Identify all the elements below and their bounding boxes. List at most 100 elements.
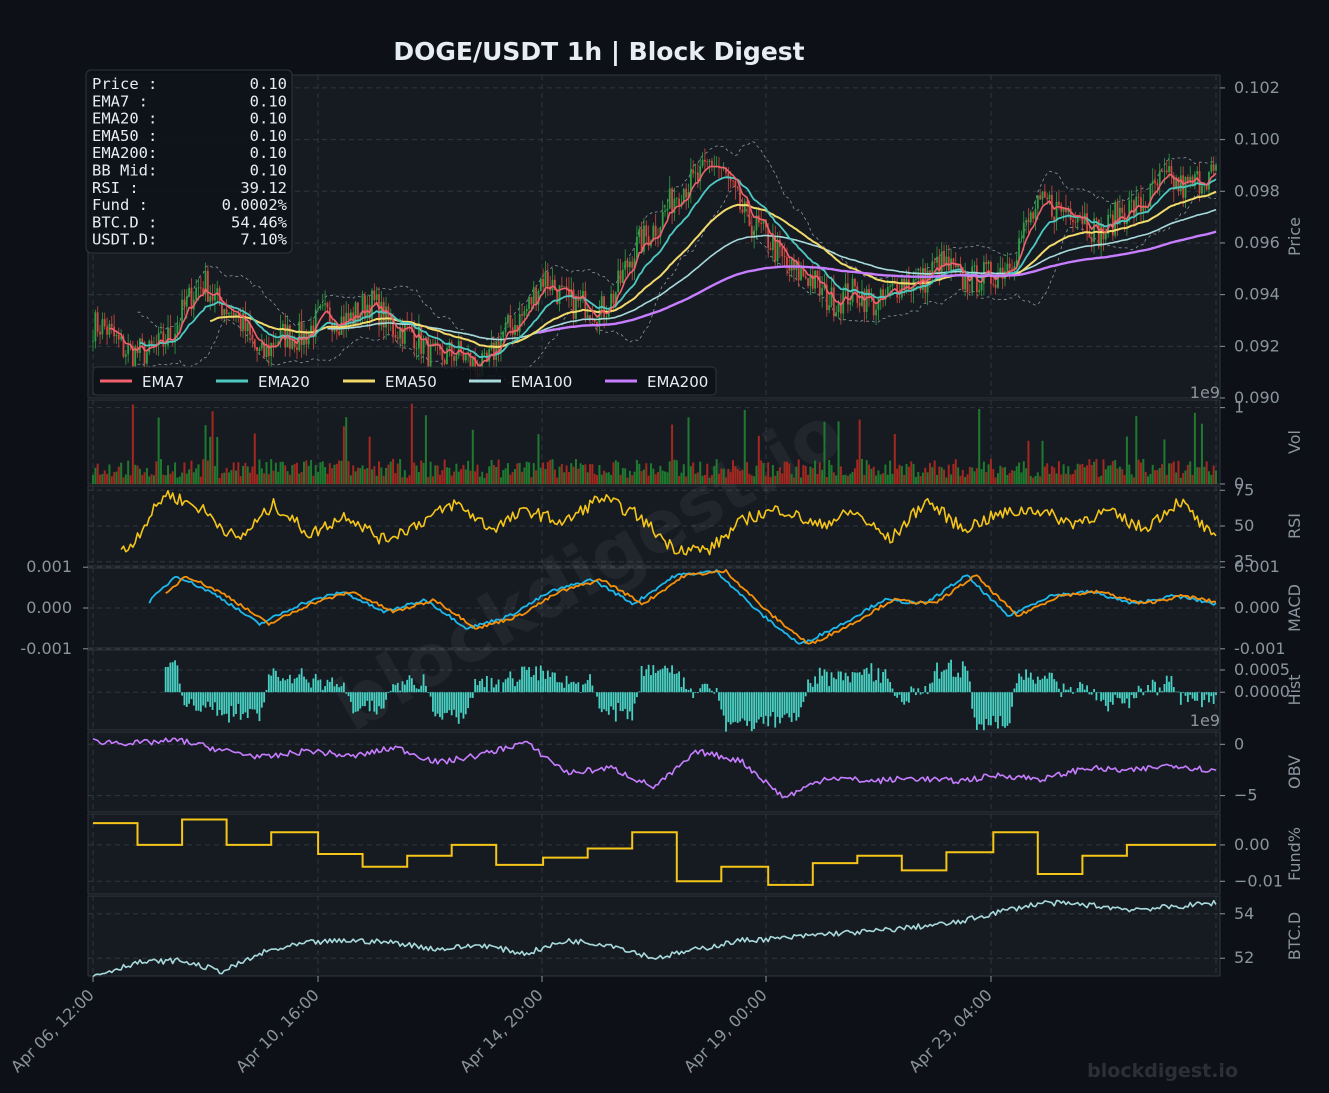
- hist-bar: [903, 692, 906, 705]
- volume-bar: [999, 465, 1002, 484]
- hist-bar: [875, 680, 877, 693]
- candle-body: [973, 265, 976, 267]
- hist-bar: [607, 692, 610, 715]
- volume-bar: [842, 475, 845, 484]
- macd-lines: [148, 569, 1217, 645]
- volume-bar: [314, 464, 317, 484]
- volume-bar: [1203, 466, 1206, 484]
- hist-bar: [835, 679, 838, 693]
- candle-body: [500, 337, 502, 353]
- hist-bar: [1182, 692, 1185, 693]
- candle-body: [378, 294, 380, 326]
- hist-bar: [197, 692, 200, 711]
- candle-body: [626, 260, 629, 268]
- volume-bar: [635, 459, 638, 484]
- candle-body: [936, 256, 938, 263]
- hist-bar: [495, 684, 498, 693]
- hist-bar: [204, 692, 207, 708]
- volume-bar: [518, 462, 521, 484]
- hist-bar: [943, 670, 945, 693]
- volume-bar: [392, 458, 395, 484]
- panel-funding: [87, 813, 1221, 895]
- candle-body: [708, 160, 711, 163]
- hist-bar: [788, 692, 791, 718]
- volume-bar: [298, 473, 301, 484]
- hist-bar: [701, 684, 704, 693]
- candle-body: [621, 269, 624, 284]
- hist-bar: [1215, 692, 1217, 696]
- candle-body: [1179, 175, 1182, 191]
- hist-bar: [1072, 692, 1074, 694]
- hist-bar: [650, 675, 652, 693]
- hist-bar: [556, 682, 559, 693]
- volume-bar: [645, 463, 648, 484]
- volume-bar: [188, 469, 191, 484]
- candle-body: [872, 294, 875, 316]
- hist-bar: [272, 668, 275, 693]
- hist-bar: [324, 686, 327, 693]
- volume-bar: [239, 476, 242, 484]
- volume-bar: [457, 471, 460, 484]
- hist-bar: [225, 692, 228, 714]
- volume-bar: [385, 467, 388, 484]
- candle-body: [1090, 237, 1093, 242]
- candle-body: [692, 169, 695, 174]
- volume-bar: [673, 459, 676, 484]
- volume-bar: [1212, 465, 1215, 484]
- volume-bar: [563, 472, 566, 484]
- hist-bar: [502, 682, 505, 693]
- volume-bar: [668, 461, 671, 484]
- hist-bar: [249, 692, 251, 709]
- volume-bar: [131, 404, 134, 484]
- hist-bar: [333, 686, 336, 693]
- candle-body: [825, 284, 828, 311]
- hist-bar: [537, 680, 540, 693]
- hist-bar: [973, 692, 976, 718]
- volume-bar: [406, 477, 409, 484]
- volume-bar: [706, 463, 709, 484]
- hist-bar: [331, 677, 334, 693]
- volume-bar: [1011, 469, 1014, 484]
- volume-bar: [497, 459, 500, 484]
- candle-body: [1163, 170, 1166, 172]
- hist-bar: [284, 680, 287, 693]
- volume-bar: [640, 471, 643, 484]
- hist-bar: [396, 682, 399, 693]
- candle-body: [900, 278, 903, 298]
- hist-bar: [401, 681, 404, 693]
- hist-bar: [1111, 692, 1114, 705]
- volume-bar: [490, 460, 493, 484]
- candle-body: [291, 339, 294, 349]
- hist-bar: [729, 692, 732, 725]
- candle-body: [793, 259, 795, 270]
- candle-body: [1025, 220, 1027, 223]
- hist-bar: [1055, 681, 1058, 693]
- hist-bar: [1095, 692, 1098, 701]
- hist-bar: [643, 675, 645, 693]
- volume-bar: [863, 474, 866, 484]
- volume-bar: [734, 466, 737, 484]
- volume-bar: [291, 465, 294, 484]
- hist-bar: [837, 671, 840, 693]
- candle-body: [931, 261, 934, 277]
- volume-bar: [279, 461, 282, 484]
- volume-bar: [150, 474, 153, 484]
- hist-bar: [258, 692, 261, 722]
- candle-body: [197, 287, 200, 289]
- volume-bar: [755, 465, 758, 484]
- candle-body: [668, 188, 671, 209]
- hist-bar: [1210, 692, 1213, 697]
- volume-bar: [1102, 459, 1105, 484]
- hist-bar: [1008, 692, 1011, 724]
- candle-body: [1095, 218, 1098, 220]
- hist-bar: [907, 692, 910, 703]
- candle-body: [694, 172, 697, 174]
- hist-bar: [192, 692, 195, 706]
- hist-bar: [1116, 692, 1119, 698]
- hist-bar: [368, 692, 371, 712]
- y-tick-label: -0.001: [20, 639, 72, 658]
- volume-bar: [277, 471, 280, 484]
- hist-bar: [319, 679, 322, 693]
- candle-body: [593, 318, 596, 322]
- volume-bar: [1081, 463, 1084, 484]
